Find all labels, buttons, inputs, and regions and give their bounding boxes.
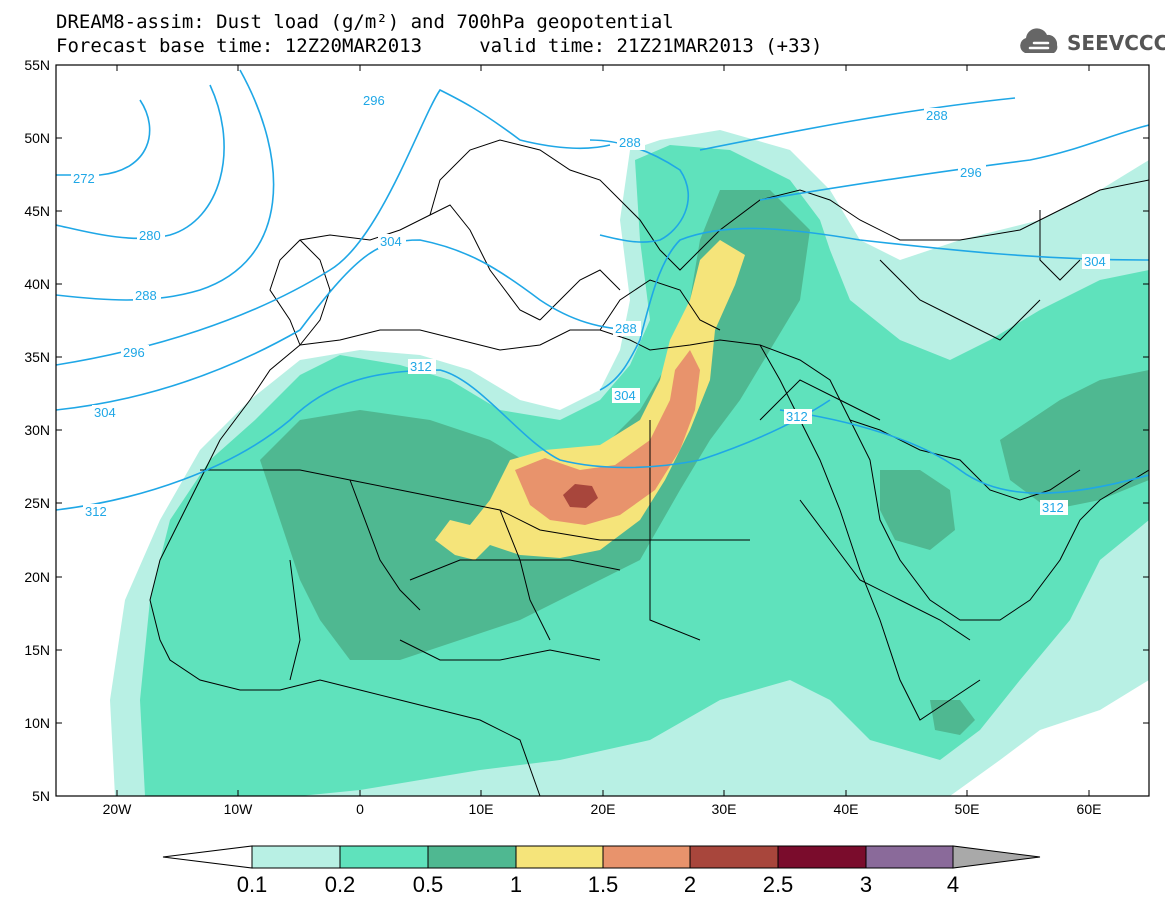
lon-label: 50E <box>955 801 980 817</box>
colorbar <box>162 845 1041 869</box>
colorbar-segment <box>339 845 429 869</box>
logo-text: SEEVCCC <box>1067 31 1165 55</box>
map-area: 296 288 272 280 288 296 304 312 304 288 … <box>56 65 1149 796</box>
colorbar-label: 3 <box>860 872 872 897</box>
lon-label: 30E <box>712 801 737 817</box>
colorbar-label: 1.5 <box>588 872 619 897</box>
lat-label: 35N <box>24 349 50 365</box>
colorbar-segment <box>427 845 517 869</box>
colorbar-label: 2 <box>684 872 696 897</box>
colorbar-label: 4 <box>947 872 959 897</box>
colorbar-labels: 0.1 0.2 0.5 1 1.5 2 2.5 3 4 <box>237 872 959 897</box>
colorbar-segment <box>777 845 867 869</box>
colorbar-segment <box>515 845 604 869</box>
svg-text:304: 304 <box>94 405 116 420</box>
colorbar-label: 2.5 <box>763 872 794 897</box>
svg-text:296: 296 <box>123 345 145 360</box>
axis-ticks <box>56 64 1149 797</box>
svg-text:288: 288 <box>619 135 641 150</box>
colorbar-label: 1 <box>510 872 522 897</box>
lat-label: 30N <box>24 422 50 438</box>
lat-label: 40N <box>24 276 50 292</box>
lon-label: 10E <box>469 801 494 817</box>
seevccc-logo: SEEVCCC <box>1015 26 1165 60</box>
dust-level-1.5 <box>515 350 700 525</box>
svg-text:280: 280 <box>139 228 161 243</box>
dust-level-2 <box>563 484 598 508</box>
colorbar-label: 0.2 <box>325 872 356 897</box>
svg-text:296: 296 <box>960 165 982 180</box>
svg-text:288: 288 <box>135 288 157 303</box>
svg-text:288: 288 <box>926 108 948 123</box>
lon-label: 20E <box>591 801 616 817</box>
svg-text:312: 312 <box>786 409 808 424</box>
lon-label: 60E <box>1077 801 1102 817</box>
svg-text:296: 296 <box>363 93 385 108</box>
svg-text:288: 288 <box>615 321 637 336</box>
coastlines <box>149 139 1149 796</box>
svg-text:312: 312 <box>85 504 107 519</box>
svg-text:312: 312 <box>410 359 432 374</box>
colorbar-segment <box>952 845 1041 869</box>
map-title: DREAM8-assim: Dust load (g/m²) and 700hP… <box>56 11 674 33</box>
svg-text:272: 272 <box>73 171 95 186</box>
colorbar-segment <box>689 845 779 869</box>
colorbar-segment <box>251 845 341 869</box>
lat-label: 55N <box>24 57 50 73</box>
dust-level-1 <box>435 240 745 560</box>
lon-label: 20W <box>103 801 133 817</box>
svg-text:312: 312 <box>1042 500 1064 515</box>
colorbar-label: 0.5 <box>413 872 444 897</box>
colorbar-segment <box>602 845 691 869</box>
svg-text:304: 304 <box>614 388 636 403</box>
lat-label: 20N <box>24 569 50 585</box>
lon-label: 0 <box>356 801 364 817</box>
cloud-icon <box>1020 28 1058 53</box>
svg-text:304: 304 <box>380 234 402 249</box>
forecast-time-label: Forecast base time: 12Z20MAR2013 valid t… <box>56 35 823 57</box>
colorbar-label: 0.1 <box>237 872 268 897</box>
colorbar-segment <box>865 845 954 869</box>
lon-label: 10W <box>224 801 254 817</box>
lat-label: 15N <box>24 642 50 658</box>
longitude-labels: 20W 10W 0 10E 20E 30E 40E 50E 60E <box>103 801 1102 817</box>
lat-label: 25N <box>24 495 50 511</box>
lat-label: 50N <box>24 130 50 146</box>
lat-label: 10N <box>24 715 50 731</box>
lat-label: 45N <box>24 203 50 219</box>
lat-label: 5N <box>32 788 50 804</box>
latitude-labels: 55N 50N 45N 40N 35N 30N 25N 20N 15N 10N … <box>24 57 50 804</box>
dust-level-0.5 <box>260 190 1149 735</box>
lon-label: 40E <box>834 801 859 817</box>
contour-labels: 296 288 272 280 288 296 304 312 304 288 … <box>71 93 1110 519</box>
colorbar-segment <box>162 845 253 869</box>
svg-text:304: 304 <box>1084 254 1106 269</box>
